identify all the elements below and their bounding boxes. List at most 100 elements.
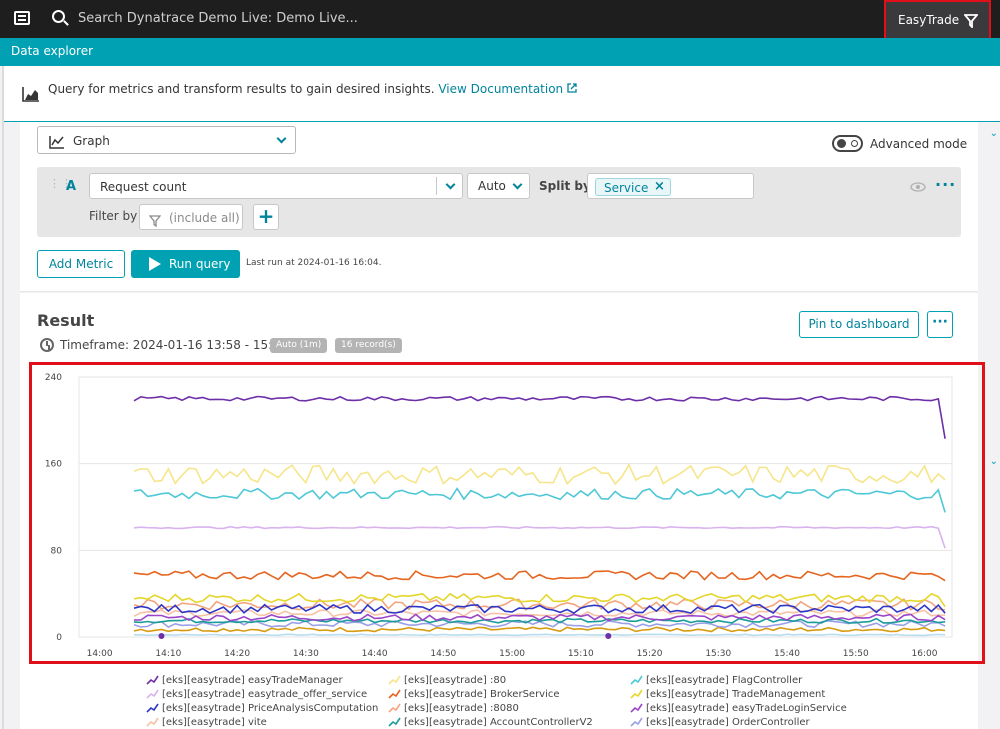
metric-query-row: ⋮⋮ A Request count Auto Split by Service… bbox=[37, 167, 961, 237]
info-text: Query for metrics and transform results … bbox=[48, 82, 577, 96]
legend-label: [eks][easytrade] :8080 bbox=[404, 703, 519, 714]
menu-icon[interactable] bbox=[14, 11, 30, 25]
left-divider bbox=[2, 66, 4, 729]
query-letter: A bbox=[66, 179, 77, 194]
more-options-icon[interactable]: ··· bbox=[935, 175, 957, 194]
legend-label: [eks][easytrade] vite bbox=[162, 717, 267, 728]
legend-item[interactable]: [eks][easytrade] AccountControllerV2 bbox=[388, 717, 593, 728]
split-chip-label: Service bbox=[604, 181, 649, 195]
split-by-label: Split by bbox=[539, 179, 591, 193]
chevron-down-icon bbox=[276, 133, 287, 144]
last-run-text: Last run at 2024-01-16 16:04. bbox=[246, 258, 382, 268]
more-actions-button[interactable]: ··· bbox=[927, 311, 953, 338]
app-header: Data explorer bbox=[0, 38, 1000, 66]
toggle-knob bbox=[837, 139, 846, 148]
app-filter-label: EasyTrade bbox=[898, 13, 960, 27]
legend-item[interactable]: [eks][easytrade] :80 bbox=[388, 675, 506, 686]
info-banner: Query for metrics and transform results … bbox=[4, 66, 1000, 122]
legend-label: [eks][easytrade] PriceAnalysisComputatio… bbox=[162, 703, 379, 714]
drag-handle-icon[interactable]: ⋮⋮ bbox=[49, 177, 73, 190]
close-icon[interactable]: × bbox=[654, 179, 665, 194]
legend-swatch bbox=[630, 675, 643, 685]
split-by-input[interactable]: Service × bbox=[587, 173, 754, 199]
legend-swatch bbox=[388, 689, 401, 699]
area-chart-icon bbox=[22, 86, 40, 106]
view-documentation-label: View Documentation bbox=[438, 82, 564, 96]
chevron-down-icon bbox=[512, 179, 523, 190]
query-panel: Graph Advanced mode ⋮⋮ A Request count A… bbox=[20, 122, 978, 292]
records-badge: 16 record(s) bbox=[335, 338, 402, 353]
legend-swatch bbox=[630, 703, 643, 713]
filter-by-label: Filter by bbox=[89, 209, 138, 223]
aggregation-select[interactable]: Auto bbox=[467, 173, 530, 199]
metric-select[interactable]: Request count bbox=[89, 173, 463, 199]
chart-legend: [eks][easytrade] easyTradeManager [eks][e… bbox=[0, 672, 1000, 729]
search-input[interactable]: Search Dynatrace Demo Live: Demo Live... bbox=[78, 11, 358, 26]
view-documentation-link[interactable]: View Documentation bbox=[438, 82, 577, 96]
timeframe-text: Timeframe: 2024-01-16 13:58 - 15:58 bbox=[60, 338, 288, 352]
info-description: Query for metrics and transform results … bbox=[48, 82, 435, 96]
metric-label: Request count bbox=[100, 180, 187, 194]
add-filter-button[interactable]: + bbox=[253, 204, 279, 230]
legend-item[interactable]: [eks][easytrade] TradeManagement bbox=[630, 689, 825, 700]
legend-swatch bbox=[630, 717, 643, 727]
chevron-down-icon[interactable]: ⌄ bbox=[989, 456, 998, 467]
legend-label: [eks][easytrade] easyTradeLoginService bbox=[646, 703, 847, 714]
legend-swatch bbox=[388, 675, 401, 685]
legend-swatch bbox=[146, 717, 159, 727]
legend-swatch bbox=[146, 675, 159, 685]
legend-label: [eks][easytrade] easytrade_offer_service bbox=[162, 689, 368, 700]
app-filter-button[interactable]: EasyTrade bbox=[884, 0, 991, 40]
chevron-down-icon bbox=[445, 179, 456, 190]
eye-icon[interactable] bbox=[910, 181, 926, 195]
pin-to-dashboard-button[interactable]: Pin to dashboard bbox=[799, 311, 919, 338]
legend-item[interactable]: [eks][easytrade] :8080 bbox=[388, 703, 519, 714]
select-divider bbox=[436, 177, 437, 195]
funnel-icon bbox=[148, 212, 162, 231]
filter-input[interactable]: (include all) bbox=[139, 204, 243, 230]
play-icon bbox=[149, 257, 161, 271]
legend-item[interactable]: [eks][easytrade] OrderController bbox=[630, 717, 810, 728]
legend-label: [eks][easytrade] easyTradeManager bbox=[162, 675, 343, 686]
legend-item[interactable]: [eks][easytrade] BrokerService bbox=[388, 689, 560, 700]
visualization-select[interactable]: Graph bbox=[37, 126, 296, 154]
clock-icon bbox=[40, 338, 54, 352]
funnel-icon bbox=[963, 14, 979, 31]
legend-label: [eks][easytrade] TradeManagement bbox=[646, 689, 826, 700]
legend-item[interactable]: [eks][easytrade] vite bbox=[146, 717, 267, 728]
legend-swatch bbox=[630, 689, 643, 699]
legend-label: [eks][easytrade] FlagController bbox=[646, 675, 803, 686]
run-query-button[interactable]: Run query bbox=[131, 250, 240, 278]
chart-highlight-frame bbox=[29, 362, 985, 664]
run-query-label: Run query bbox=[169, 257, 231, 271]
legend-swatch bbox=[146, 689, 159, 699]
aggregation-label: Auto bbox=[478, 179, 506, 193]
search-icon[interactable] bbox=[52, 10, 65, 23]
toggle-off-indicator bbox=[851, 140, 858, 147]
legend-swatch bbox=[146, 703, 159, 713]
legend-label: [eks][easytrade] OrderController bbox=[646, 717, 810, 728]
legend-item[interactable]: [eks][easytrade] PriceAnalysisComputatio… bbox=[146, 703, 378, 714]
legend-swatch bbox=[388, 717, 401, 727]
legend-label: [eks][easytrade] :80 bbox=[404, 675, 507, 686]
legend-item[interactable]: [eks][easytrade] easytrade_offer_service bbox=[146, 689, 367, 700]
legend-item[interactable]: [eks][easytrade] easyTradeLoginService bbox=[630, 703, 847, 714]
legend-item[interactable]: [eks][easytrade] FlagController bbox=[630, 675, 802, 686]
top-bar: Search Dynatrace Demo Live: Demo Live...… bbox=[0, 0, 1000, 40]
chevron-down-icon[interactable]: ⌄ bbox=[989, 128, 998, 139]
add-metric-button[interactable]: Add Metric bbox=[37, 250, 125, 278]
legend-label: [eks][easytrade] BrokerService bbox=[404, 689, 560, 700]
legend-item[interactable]: [eks][easytrade] easyTradeManager bbox=[146, 675, 343, 686]
legend-swatch bbox=[388, 703, 401, 713]
split-chip[interactable]: Service × bbox=[595, 178, 671, 196]
legend-label: [eks][easytrade] AccountControllerV2 bbox=[404, 717, 593, 728]
resolution-badge: Auto (1m) bbox=[270, 338, 328, 353]
line-chart-icon bbox=[49, 134, 65, 153]
advanced-mode-toggle[interactable] bbox=[832, 135, 863, 152]
page-title: Data explorer bbox=[11, 44, 94, 58]
visualization-label: Graph bbox=[73, 134, 110, 148]
result-title: Result bbox=[37, 311, 95, 330]
advanced-mode-label: Advanced mode bbox=[870, 137, 968, 151]
filter-placeholder: (include all) bbox=[169, 211, 240, 225]
external-link-icon bbox=[567, 83, 577, 93]
